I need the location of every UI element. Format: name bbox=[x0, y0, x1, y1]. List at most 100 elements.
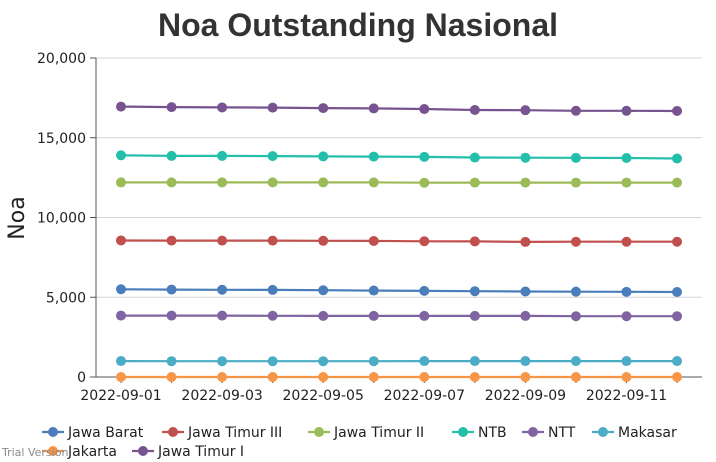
data-point[interactable] bbox=[166, 356, 177, 367]
data-point[interactable] bbox=[368, 177, 379, 188]
legend-item[interactable]: Makasar bbox=[592, 425, 677, 441]
data-point[interactable] bbox=[469, 356, 480, 367]
data-point[interactable] bbox=[217, 177, 228, 188]
data-point[interactable] bbox=[419, 177, 430, 188]
data-point[interactable] bbox=[318, 356, 329, 367]
data-point[interactable] bbox=[368, 103, 379, 114]
data-point[interactable] bbox=[570, 152, 581, 163]
data-point[interactable] bbox=[419, 310, 430, 321]
data-point[interactable] bbox=[166, 235, 177, 246]
data-point[interactable] bbox=[368, 310, 379, 321]
data-point[interactable] bbox=[520, 286, 531, 297]
data-point[interactable] bbox=[116, 356, 126, 367]
data-point[interactable] bbox=[166, 284, 177, 295]
data-point[interactable] bbox=[267, 356, 278, 367]
data-point[interactable] bbox=[621, 372, 632, 382]
data-point[interactable] bbox=[469, 310, 480, 321]
data-point[interactable] bbox=[318, 177, 329, 188]
data-point[interactable] bbox=[672, 372, 683, 382]
data-point[interactable] bbox=[469, 236, 480, 247]
legend-item[interactable]: Jakarta bbox=[42, 444, 117, 460]
data-point[interactable] bbox=[570, 311, 581, 322]
data-point[interactable] bbox=[166, 150, 177, 161]
data-point[interactable] bbox=[672, 153, 683, 164]
legend-item[interactable]: NTT bbox=[522, 425, 576, 441]
data-point[interactable] bbox=[672, 311, 683, 322]
data-point[interactable] bbox=[520, 105, 531, 116]
data-point[interactable] bbox=[116, 177, 126, 188]
data-point[interactable] bbox=[368, 235, 379, 246]
data-point[interactable] bbox=[318, 103, 329, 114]
data-point[interactable] bbox=[672, 177, 683, 188]
data-point[interactable] bbox=[267, 310, 278, 321]
data-point[interactable] bbox=[116, 101, 126, 112]
data-point[interactable] bbox=[570, 372, 581, 382]
data-point[interactable] bbox=[318, 310, 329, 321]
data-point[interactable] bbox=[217, 284, 228, 295]
legend-item[interactable]: NTB bbox=[452, 425, 507, 441]
data-point[interactable] bbox=[419, 236, 430, 247]
data-point[interactable] bbox=[621, 356, 632, 367]
data-point[interactable] bbox=[267, 235, 278, 246]
data-point[interactable] bbox=[469, 286, 480, 297]
data-point[interactable] bbox=[419, 285, 430, 296]
data-point[interactable] bbox=[570, 286, 581, 297]
data-point[interactable] bbox=[267, 151, 278, 162]
legend-item[interactable]: Jawa Timur III bbox=[162, 425, 282, 441]
data-point[interactable] bbox=[116, 150, 126, 161]
data-point[interactable] bbox=[672, 286, 683, 297]
data-point[interactable] bbox=[116, 310, 126, 321]
data-point[interactable] bbox=[419, 104, 430, 115]
data-point[interactable] bbox=[217, 310, 228, 321]
data-point[interactable] bbox=[166, 310, 177, 321]
data-point[interactable] bbox=[570, 356, 581, 367]
data-point[interactable] bbox=[520, 236, 531, 247]
data-point[interactable] bbox=[419, 372, 430, 382]
data-point[interactable] bbox=[217, 372, 228, 382]
data-point[interactable] bbox=[419, 151, 430, 162]
data-point[interactable] bbox=[166, 177, 177, 188]
data-point[interactable] bbox=[570, 177, 581, 188]
data-point[interactable] bbox=[217, 235, 228, 246]
data-point[interactable] bbox=[116, 372, 126, 382]
data-point[interactable] bbox=[318, 372, 329, 382]
data-point[interactable] bbox=[116, 284, 126, 295]
legend-item[interactable]: Jawa Timur II bbox=[308, 425, 424, 441]
data-point[interactable] bbox=[217, 356, 228, 367]
data-point[interactable] bbox=[672, 236, 683, 247]
data-point[interactable] bbox=[368, 372, 379, 382]
data-point[interactable] bbox=[217, 150, 228, 161]
data-point[interactable] bbox=[621, 236, 632, 247]
data-point[interactable] bbox=[621, 105, 632, 116]
data-point[interactable] bbox=[267, 177, 278, 188]
data-point[interactable] bbox=[570, 236, 581, 247]
data-point[interactable] bbox=[672, 356, 683, 367]
data-point[interactable] bbox=[621, 177, 632, 188]
data-point[interactable] bbox=[520, 372, 531, 382]
data-point[interactable] bbox=[469, 152, 480, 163]
data-point[interactable] bbox=[267, 284, 278, 295]
data-point[interactable] bbox=[368, 151, 379, 162]
data-point[interactable] bbox=[318, 235, 329, 246]
data-point[interactable] bbox=[318, 151, 329, 162]
data-point[interactable] bbox=[469, 372, 480, 382]
data-point[interactable] bbox=[368, 285, 379, 296]
data-point[interactable] bbox=[166, 102, 177, 113]
legend-item[interactable]: Jawa Barat bbox=[42, 425, 144, 441]
data-point[interactable] bbox=[116, 235, 126, 246]
data-point[interactable] bbox=[672, 105, 683, 116]
data-point[interactable] bbox=[520, 356, 531, 367]
data-point[interactable] bbox=[368, 356, 379, 367]
data-point[interactable] bbox=[621, 311, 632, 322]
legend-item[interactable]: Jawa Timur I bbox=[132, 444, 244, 460]
data-point[interactable] bbox=[267, 372, 278, 382]
data-point[interactable] bbox=[217, 102, 228, 113]
data-point[interactable] bbox=[166, 372, 177, 382]
data-point[interactable] bbox=[621, 286, 632, 297]
data-point[interactable] bbox=[570, 105, 581, 116]
data-point[interactable] bbox=[267, 102, 278, 113]
data-point[interactable] bbox=[469, 177, 480, 188]
data-point[interactable] bbox=[520, 152, 531, 163]
data-point[interactable] bbox=[469, 104, 480, 115]
data-point[interactable] bbox=[621, 153, 632, 164]
